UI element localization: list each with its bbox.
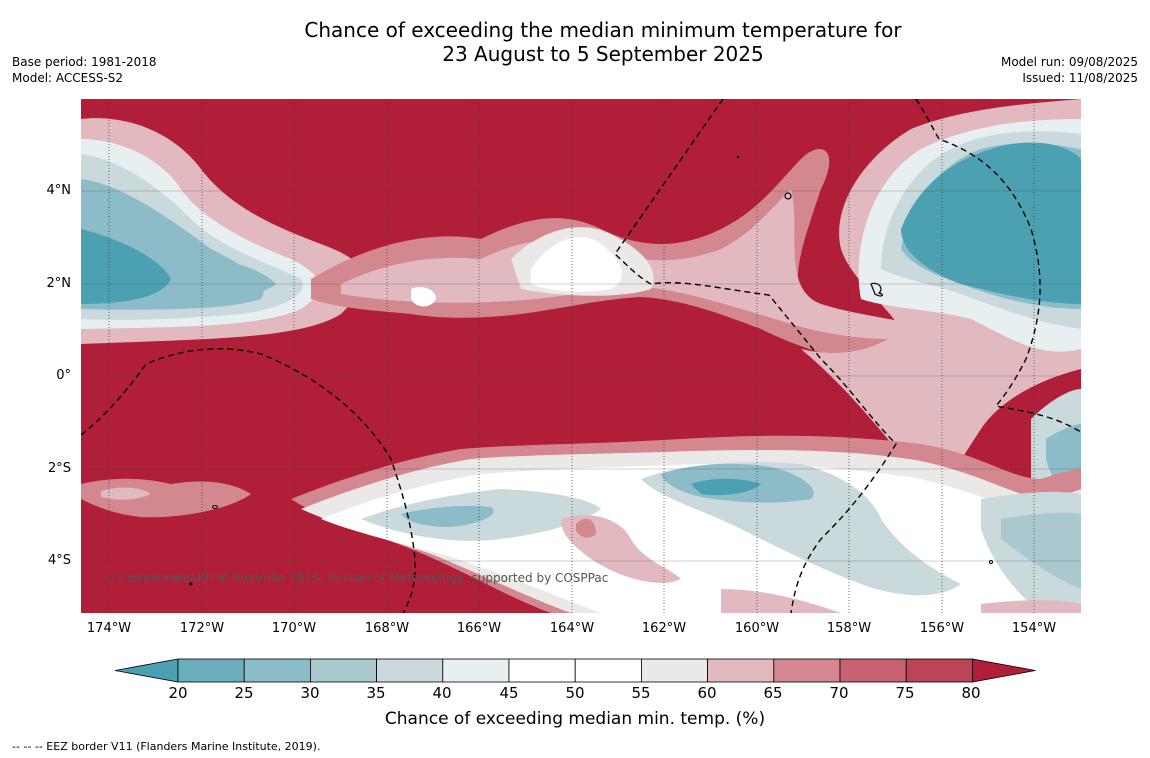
eez-legend: -- -- -- EEZ border V11 (Flanders Marine… <box>12 740 321 753</box>
lon-label-154w: 154°W <box>1011 621 1057 636</box>
colorbar-title: Chance of exceeding median min. temp. (%… <box>384 709 766 729</box>
colorbar-cell <box>508 658 576 683</box>
colorbar-cell <box>243 658 311 683</box>
title-line-2: 23 August to 5 September 2025 <box>442 42 764 66</box>
colorbar-cell <box>641 658 709 683</box>
cb-tick-25: 25 <box>234 684 254 702</box>
cb-tick-60: 60 <box>697 684 717 702</box>
map-title: Chance of exceeding the median minimum t… <box>0 18 1150 66</box>
lon-label-156w: 156°W <box>919 621 965 636</box>
colorbar-cell <box>707 658 775 683</box>
title-line-1: Chance of exceeding the median minimum t… <box>304 18 902 42</box>
lat-label-4n: 4°N <box>46 183 72 198</box>
issued-date: Issued: 11/08/2025 <box>1022 71 1138 85</box>
lon-label-158w: 158°W <box>826 621 872 636</box>
cb-tick-70: 70 <box>829 684 849 702</box>
colorbar-cell <box>376 658 444 683</box>
colorbar-extend-high <box>972 658 1036 683</box>
lon-label-164w: 164°W <box>549 621 595 636</box>
lon-label-162w: 162°W <box>641 621 687 636</box>
copyright-text: © Commonwealth of Australia 2025, Bureau… <box>103 571 609 585</box>
lon-label-170w: 170°W <box>271 621 317 636</box>
colorbar-cell <box>309 658 377 683</box>
cb-tick-80: 80 <box>961 684 981 702</box>
cb-tick-20: 20 <box>168 684 188 702</box>
lat-label-0: 0° <box>56 368 71 383</box>
run-info: Model run: 09/08/2025 Issued: 11/08/2025 <box>1001 54 1138 86</box>
probability-map: © Commonwealth of Australia 2025, Bureau… <box>81 99 1081 613</box>
colorbar-cell <box>905 658 973 683</box>
colorbar-cell <box>177 658 245 683</box>
base-period: Base period: 1981-2018 <box>12 55 157 69</box>
lon-label-168w: 168°W <box>364 621 410 636</box>
lat-label-2n: 2°N <box>46 276 72 291</box>
lon-label-160w: 160°W <box>734 621 780 636</box>
lon-label-166w: 166°W <box>456 621 502 636</box>
colorbar-cell <box>839 658 907 683</box>
colorbar <box>114 658 1036 683</box>
lon-label-174w: 174°W <box>86 621 132 636</box>
model-info: Base period: 1981-2018 Model: ACCESS-S2 <box>12 54 157 86</box>
cb-tick-75: 75 <box>895 684 915 702</box>
colorbar-cell <box>773 658 841 683</box>
cb-tick-35: 35 <box>366 684 386 702</box>
colorbar-cell <box>442 658 510 683</box>
model-run: Model run: 09/08/2025 <box>1000 55 1138 69</box>
cb-tick-45: 45 <box>499 684 519 702</box>
colorbar-cell <box>574 658 642 683</box>
cb-tick-50: 50 <box>565 684 585 702</box>
colorbar-extend-low <box>114 658 179 683</box>
cb-tick-30: 30 <box>300 684 320 702</box>
model-name: Model: ACCESS-S2 <box>12 71 124 85</box>
lon-label-172w: 172°W <box>179 621 225 636</box>
lat-label-4s: 4°S <box>47 553 71 568</box>
cb-tick-65: 65 <box>763 684 783 702</box>
lat-label-2s: 2°S <box>47 461 71 476</box>
cb-tick-55: 55 <box>631 684 651 702</box>
cb-tick-40: 40 <box>432 684 452 702</box>
map-contours <box>81 99 1081 613</box>
